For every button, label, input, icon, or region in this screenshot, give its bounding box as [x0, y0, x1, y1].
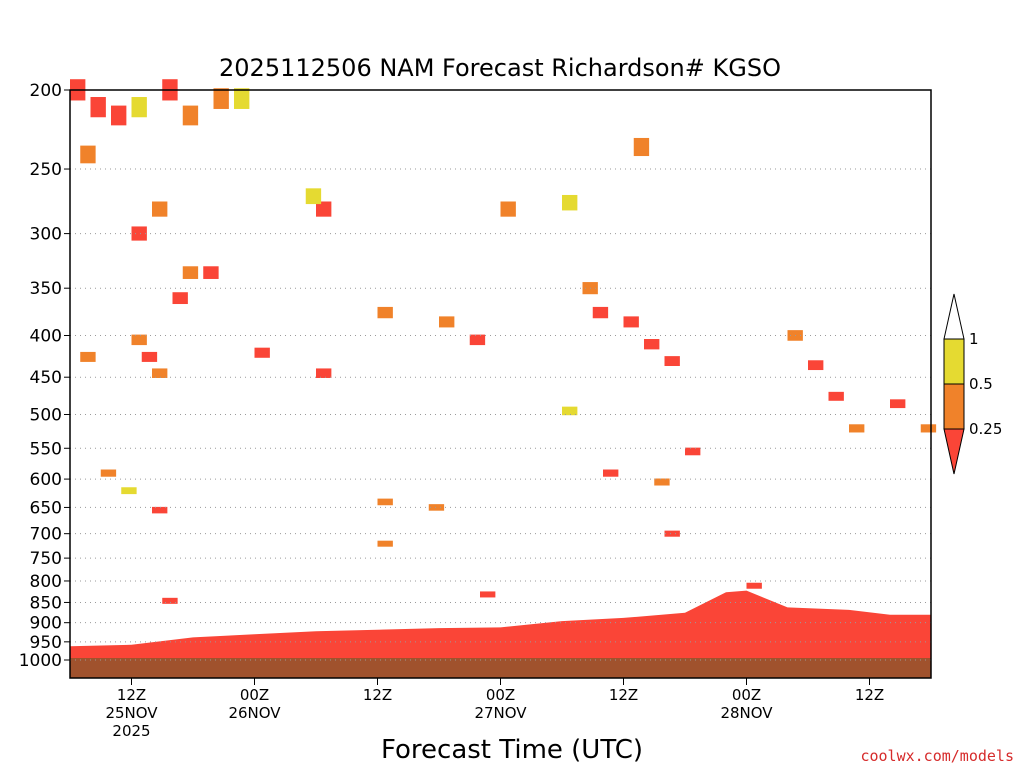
y-axis: 200 250 300 350 400 450 500 550 600 650 700 750 8008…: [19, 81, 70, 671]
ri-cell: [131, 97, 147, 118]
ri-cell: [808, 360, 824, 371]
ri-cell: [182, 105, 199, 126]
x-tick-label: 12Z: [363, 686, 392, 704]
y-tick-label: 350: [30, 279, 62, 299]
ri-cell: [131, 226, 147, 241]
ri-cell: [254, 347, 270, 358]
ri-cell: [849, 424, 865, 433]
colorbar-tick-label: 1: [969, 330, 979, 348]
x-tick-label: 12Z: [609, 686, 638, 704]
y-tick-label: 700: [30, 525, 62, 545]
x-tick-label: 12Z: [855, 686, 884, 704]
ri-cell: [500, 201, 516, 217]
y-tick-label: 550: [30, 439, 62, 459]
y-tick-label: 650: [30, 498, 62, 518]
ri-cell: [623, 316, 639, 328]
surface-band: [70, 658, 931, 678]
x-tick-label: 27NOV: [474, 704, 527, 722]
y-tick-label: 850: [30, 593, 62, 613]
plot-background: [70, 90, 931, 678]
ri-cell: [654, 478, 670, 486]
ri-cell: [213, 88, 229, 109]
ri-cell: [152, 368, 168, 378]
ri-cell: [480, 591, 496, 598]
boundary-layer-band: [70, 590, 931, 660]
ri-cell: [685, 447, 701, 456]
x-tick-label: 00Z: [732, 686, 761, 704]
colorbar-swatch-orange: [943, 383, 965, 430]
ri-cell: [111, 105, 127, 126]
x-tick-label: 00Z: [240, 686, 269, 704]
ri-cell: [121, 487, 137, 495]
ri-cell: [377, 540, 393, 547]
ri-cell: [428, 504, 445, 511]
ri-cell: [305, 188, 322, 205]
x-tick-label: 12Z: [117, 686, 146, 704]
ri-cell: [152, 201, 168, 217]
ri-cell: [633, 137, 650, 157]
ri-cell: [377, 498, 393, 506]
ri-cell: [562, 406, 578, 416]
y-tick-label: 600: [30, 470, 62, 490]
ri-cell: [203, 266, 219, 279]
x-tick-label: 28NOV: [720, 704, 773, 722]
ri-cell: [890, 399, 906, 409]
y-tick-label: 300: [30, 225, 62, 245]
ri-cell: [469, 334, 486, 346]
x-tick-label: 00Z: [486, 686, 515, 704]
ri-cell: [316, 201, 332, 217]
ri-cell: [664, 356, 680, 367]
y-tick-label: 250: [30, 160, 62, 180]
ri-cell: [592, 306, 609, 319]
ri-cell: [100, 469, 117, 477]
ri-cell: [439, 316, 455, 328]
ri-cell: [644, 339, 660, 350]
ri-cell: [80, 145, 96, 164]
site-credit[interactable]: coolwx.com/models: [860, 747, 1014, 765]
x-tick-label: 25NOV: [105, 704, 158, 722]
colorbar-legend: 1 0.5 0.25: [943, 293, 1002, 475]
ri-cell: [172, 292, 188, 305]
ri-cell: [234, 88, 250, 109]
x-tick-label: 26NOV: [228, 704, 281, 722]
colorbar-lower-triangle: [943, 428, 965, 475]
y-tick-label: 1000: [19, 651, 62, 671]
ri-cell: [131, 334, 147, 346]
ri-cell: [80, 351, 96, 362]
ri-cell: [828, 391, 844, 401]
ri-cell: [664, 530, 680, 537]
gridlines: [70, 168, 931, 661]
x-axis-label: Forecast Time (UTC): [381, 735, 643, 765]
ri-cell: [162, 597, 178, 604]
x-tick-label: 2025: [112, 722, 150, 740]
y-tick-label: 200: [30, 81, 62, 101]
ri-cell: [316, 368, 332, 378]
y-tick-label: 750: [30, 549, 62, 569]
y-tick-label: 800: [30, 572, 62, 592]
ri-cell: [90, 97, 106, 118]
ri-cell: [746, 582, 762, 589]
ri-cell: [141, 351, 158, 362]
y-tick-label: 500: [30, 406, 62, 426]
ri-cell: [182, 266, 199, 279]
chart-title: 2025112506 NAM Forecast Richardson# KGSO: [219, 54, 781, 82]
colorbar-tick-label: 0.25: [969, 420, 1002, 438]
colorbar-swatch-yellow: [943, 338, 965, 385]
y-tick-label: 950: [30, 633, 62, 653]
y-tick-label: 400: [30, 326, 62, 346]
ri-cell: [377, 306, 393, 319]
colorbar-tick-label: 0.5: [969, 375, 993, 393]
ri-cell: [562, 194, 578, 211]
ri-cell: [920, 424, 937, 433]
colorbar-upper-triangle: [943, 293, 965, 340]
y-tick-label: 450: [30, 368, 62, 388]
ri-cell: [603, 469, 619, 477]
ri-cell: [152, 506, 168, 514]
plot-area: [70, 79, 937, 678]
y-tick-label: 900: [30, 614, 62, 634]
